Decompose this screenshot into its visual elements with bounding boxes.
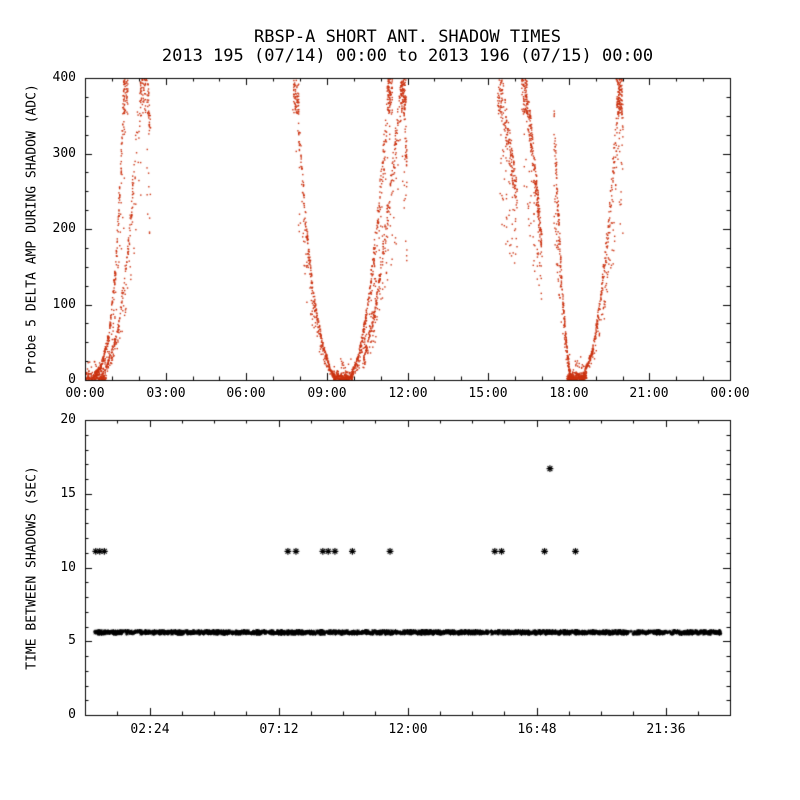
top-y-tick-label: 400: [52, 70, 76, 85]
top-y-tick-label: 200: [52, 221, 76, 236]
bottom-x-tick-label: 07:12: [259, 722, 299, 737]
top-x-tick-label: 18:00: [549, 386, 589, 401]
bottom-x-tick-label: 02:24: [130, 722, 170, 737]
bottom-y-tick-label: 20: [60, 412, 76, 427]
bottom-x-tick-label: 21:36: [646, 722, 686, 737]
chart-subtitle: 2013 195 (07/14) 00:00 to 2013 196 (07/1…: [161, 46, 654, 66]
top-x-tick-label: 09:00: [307, 386, 347, 401]
top-x-tick-label: 06:00: [226, 386, 266, 401]
top-x-tick-label: 00:00: [65, 386, 105, 401]
top-x-tick-label: 21:00: [629, 386, 669, 401]
bottom-x-tick-label: 12:00: [388, 722, 428, 737]
top-y-tick-label: 0: [68, 372, 76, 387]
top-x-tick-label: 12:00: [388, 386, 428, 401]
top-y-tick-label: 100: [52, 297, 76, 312]
bottom-y-tick-label: 10: [60, 560, 76, 575]
chart-title: RBSP-A SHORT ANT. SHADOW TIMES: [253, 27, 562, 47]
bottom-y-tick-label: 15: [60, 486, 76, 501]
top-x-tick-label: 15:00: [468, 386, 508, 401]
bottom-y-tick-label: 0: [68, 707, 76, 722]
top-x-tick-label: 00:00: [710, 386, 750, 401]
bottom-y-tick-label: 5: [68, 633, 76, 648]
bottom-x-tick-label: 16:48: [517, 722, 557, 737]
top-y-tick-label: 300: [52, 146, 76, 161]
top-x-tick-label: 03:00: [146, 386, 186, 401]
